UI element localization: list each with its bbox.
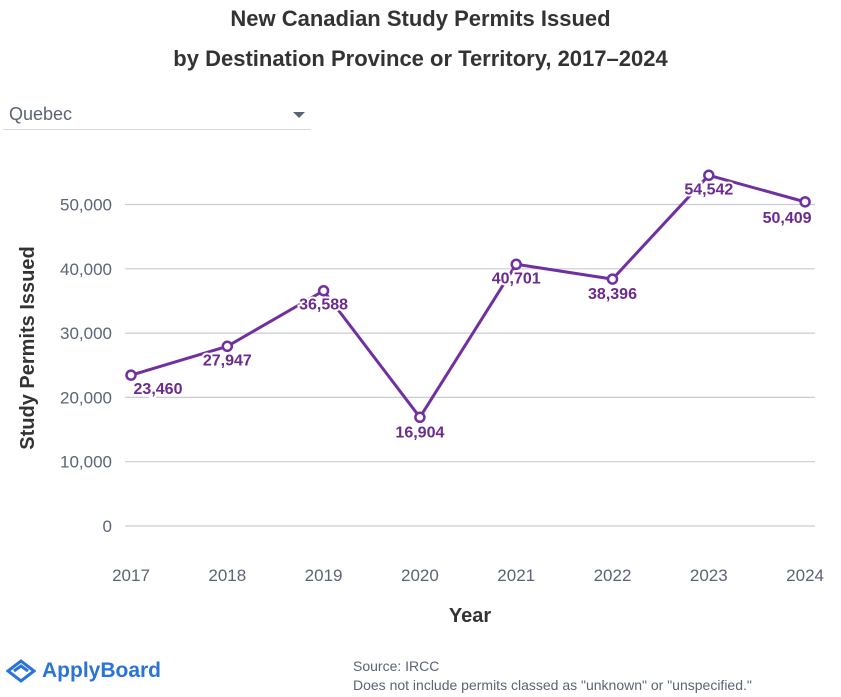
x-tick-label: 2017 — [112, 566, 150, 585]
data-label: 23,460 — [134, 381, 183, 398]
data-label: 40,701 — [492, 270, 541, 287]
y-axis-title: Study Permits Issued — [17, 246, 39, 449]
data-point[interactable] — [125, 369, 137, 381]
line-chart: 0 10,000 20,000 30,000 40,000 50,000 2017 2018… — [17, 169, 824, 627]
data-label: 54,542 — [684, 181, 733, 198]
x-tick-label: 2018 — [208, 566, 246, 585]
y-axis-ticks: 0 10,000 20,000 30,000 40,000 50,000 — [60, 196, 112, 537]
province-dropdown-value: Quebec — [9, 104, 73, 124]
applyboard-logo-icon — [6, 659, 36, 683]
chart-title: New Canadian Study Permits Issued — [230, 6, 611, 31]
source-line: Source: IRCC — [353, 658, 440, 674]
x-tick-label: 2020 — [401, 566, 439, 585]
brand-name: ApplyBoard — [42, 659, 162, 682]
gridlines — [125, 203, 815, 527]
y-tick-label: 0 — [103, 517, 112, 536]
y-tick-label: 10,000 — [60, 453, 112, 472]
data-point[interactable] — [703, 169, 715, 182]
x-tick-label: 2024 — [786, 566, 824, 585]
applyboard-logo: ApplyBoard — [6, 657, 161, 685]
data-point[interactable] — [221, 340, 234, 353]
data-point[interactable] — [317, 284, 330, 297]
data-point[interactable] — [606, 273, 619, 285]
y-tick-label: 50,000 — [60, 196, 112, 215]
data-label: 50,409 — [763, 210, 812, 227]
data-label: 36,588 — [299, 297, 348, 314]
data-point[interactable] — [510, 258, 522, 271]
x-tick-label: 2022 — [594, 566, 632, 585]
data-label: 16,904 — [395, 424, 444, 441]
x-tick-label: 2023 — [690, 566, 728, 585]
x-tick-label: 2019 — [305, 566, 343, 585]
series-quebec: 23,460 27,947 36,588 16,904 40,701 38,396 54,5… — [125, 169, 814, 443]
data-point[interactable] — [799, 196, 811, 208]
source-note: Source: IRCC Does not include permits cl… — [353, 657, 752, 695]
footnote-line: Does not include permits classed as "unk… — [353, 677, 752, 693]
chevron-down-icon[interactable] — [293, 112, 305, 118]
province-dropdown[interactable]: Quebec — [3, 98, 311, 130]
data-point[interactable] — [414, 411, 426, 424]
x-axis-title: Year — [449, 605, 491, 627]
x-axis-ticks: 2017 2018 2019 2020 2021 2022 2023 2024 — [112, 566, 824, 585]
x-tick-label: 2021 — [497, 566, 535, 585]
chart-subtitle: by Destination Province or Territory, 20… — [173, 46, 668, 71]
y-tick-label: 20,000 — [60, 388, 112, 407]
data-label: 27,947 — [203, 352, 252, 369]
y-tick-label: 40,000 — [60, 260, 112, 279]
data-label: 38,396 — [588, 286, 637, 303]
series-line — [130, 173, 806, 419]
y-tick-label: 30,000 — [60, 324, 112, 343]
